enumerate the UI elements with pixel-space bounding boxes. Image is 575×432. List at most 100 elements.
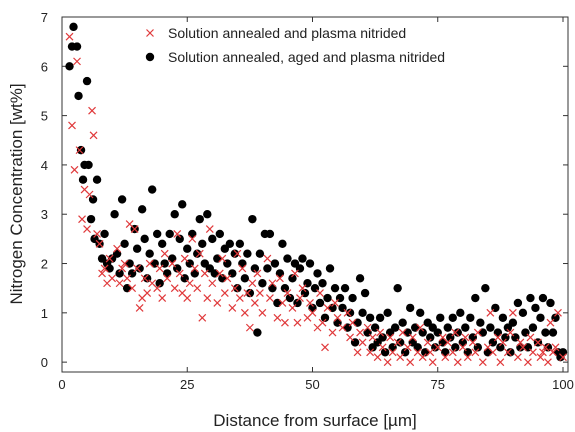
data-point-dot — [355, 274, 365, 283]
data-point-cross — [526, 333, 535, 342]
data-point-cross — [170, 284, 179, 293]
legend-marker — [145, 52, 155, 62]
data-point-cross — [471, 348, 480, 357]
data-point-dot — [320, 313, 330, 322]
data-point-cross — [175, 269, 184, 278]
data-point-dot — [426, 333, 435, 342]
data-point-cross — [368, 333, 377, 342]
data-point-cross — [93, 230, 101, 238]
data-point-cross — [158, 294, 167, 302]
data-point-cross — [238, 264, 247, 273]
data-point-cross — [113, 244, 122, 253]
data-point-cross — [363, 323, 372, 332]
data-point-cross — [293, 318, 302, 327]
data-point-cross — [386, 333, 395, 342]
data-point-dot — [135, 264, 144, 273]
data-point-dot — [92, 175, 102, 184]
data-point-cross — [554, 308, 562, 317]
data-point-dot — [140, 234, 149, 244]
data-point-cross — [398, 328, 407, 337]
data-point-cross — [130, 225, 139, 233]
data-point-cross — [88, 106, 96, 115]
data-point-cross — [373, 353, 382, 362]
data-point-dot — [193, 249, 202, 258]
data-point-dot — [122, 283, 132, 293]
data-point-dot — [418, 328, 427, 337]
data-point-cross — [273, 313, 282, 322]
y-tick-label: 5 — [41, 109, 48, 124]
data-point-cross — [348, 318, 357, 327]
data-point-dot — [393, 283, 402, 293]
y-tick-label: 3 — [41, 207, 48, 222]
data-point-dot — [476, 318, 485, 327]
data-point-cross — [478, 358, 487, 367]
data-point-cross — [75, 146, 84, 155]
data-point-dot — [278, 239, 287, 249]
data-point-dot — [178, 200, 187, 209]
data-point-cross — [418, 353, 427, 362]
data-point-cross — [153, 284, 162, 293]
data-point-cross — [346, 333, 354, 342]
data-point-cross — [338, 323, 347, 332]
data-point-cross — [383, 358, 392, 367]
data-point-cross — [518, 343, 527, 352]
data-point-cross — [140, 274, 149, 283]
data-point-dot — [213, 254, 222, 263]
data-point-cross — [506, 328, 515, 337]
data-point-dot — [137, 205, 147, 214]
data-point-dot — [365, 313, 375, 322]
data-point-cross — [168, 259, 177, 268]
data-point-dot — [268, 283, 277, 293]
data-point-cross — [328, 328, 337, 337]
data-point-dot — [353, 318, 362, 327]
data-point-cross — [95, 239, 104, 248]
data-point-cross — [223, 274, 232, 283]
data-point-dot — [546, 298, 555, 308]
data-point-dot — [69, 22, 78, 32]
data-point-cross — [283, 289, 292, 298]
data-point-dot — [436, 313, 445, 322]
data-point-dot — [323, 293, 332, 303]
data-point-dot — [348, 293, 357, 303]
data-point-dot — [531, 303, 540, 313]
data-point-dot — [330, 283, 340, 293]
data-point-cross — [248, 279, 257, 288]
data-point-cross — [68, 121, 76, 130]
data-point-cross — [115, 279, 124, 288]
data-point-cross — [70, 165, 79, 174]
data-point-cross — [316, 289, 324, 298]
data-point-dot — [456, 308, 465, 318]
data-point-dot — [157, 239, 167, 249]
data-point-dot — [325, 264, 335, 273]
data-point-cross — [451, 328, 460, 337]
x-axis-label: Distance from surface [µm] — [213, 411, 416, 430]
data-point-dot — [117, 195, 127, 204]
data-point-cross — [486, 308, 495, 317]
data-point-dot — [288, 274, 297, 283]
data-point-cross — [258, 308, 267, 317]
data-point-dot — [390, 323, 400, 332]
data-point-dot — [513, 298, 523, 308]
data-point-cross — [523, 358, 532, 367]
data-point-dot — [536, 313, 545, 322]
data-point-dot — [443, 323, 452, 332]
data-point-cross — [155, 264, 164, 273]
data-point-dot — [145, 249, 154, 258]
data-point-cross — [253, 269, 262, 278]
data-point-dot — [235, 239, 245, 249]
data-point-cross — [539, 348, 547, 357]
data-point-cross — [250, 299, 259, 307]
data-point-cross — [291, 269, 299, 278]
data-point-cross — [496, 358, 505, 367]
data-point-cross — [276, 274, 284, 283]
data-point-cross — [443, 338, 452, 347]
data-point-dot — [76, 145, 86, 155]
data-point-cross — [296, 294, 304, 302]
data-point-dot — [155, 279, 164, 288]
data-point-dot — [378, 333, 387, 342]
data-point-cross — [233, 249, 242, 258]
data-point-dot — [188, 229, 197, 239]
data-point-cross — [298, 284, 307, 293]
y-axis-label: Nitrogen Concentration [wt%] — [7, 83, 26, 304]
data-point-dot — [398, 318, 407, 327]
